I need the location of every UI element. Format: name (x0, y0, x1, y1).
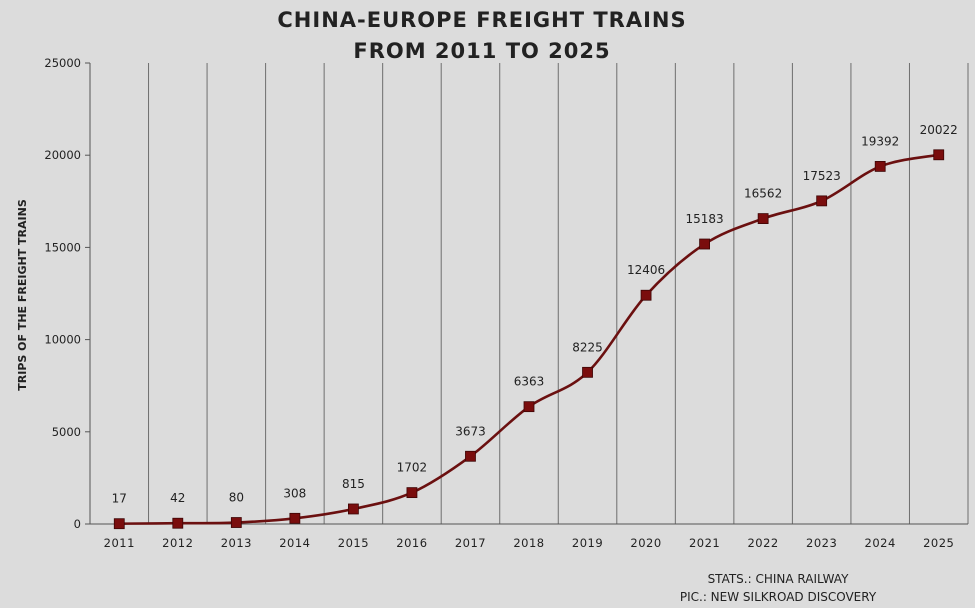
data-point (113, 518, 125, 530)
data-point (699, 238, 710, 250)
y-tick-label: 15000 (44, 240, 81, 254)
x-tick-labels: 2011 2012 2013 2014 2015 2016 2017 2018 2019 2020… (104, 536, 954, 550)
data-point (406, 487, 418, 499)
data-label: 12406 (627, 263, 665, 277)
grid (89, 63, 969, 524)
series-line (119, 153, 939, 525)
y-tick-label: 5000 (52, 425, 81, 439)
data-label: 20022 (920, 123, 958, 137)
x-tick-label: 2015 (338, 536, 369, 550)
x-tick-label: 2018 (513, 536, 544, 550)
credits: STATS.: CHINA RAILWAY PIC.: NEW SILKROAD… (680, 572, 877, 604)
x-tick-label: 2011 (104, 536, 135, 550)
data-point (874, 161, 886, 172)
data-point (640, 289, 652, 301)
data-label: 15183 (686, 212, 724, 226)
data-label: 16562 (744, 187, 782, 201)
y-tick-label: 20000 (44, 148, 81, 162)
x-tick-label: 2016 (396, 536, 427, 550)
data-label: 8225 (572, 340, 603, 354)
x-tick-label: 2024 (865, 536, 896, 550)
data-point (816, 195, 828, 207)
chart-title: CHINA-EUROPE FREIGHT TRAINS FROM 2011 TO… (277, 8, 686, 63)
data-labels: 17 42 80 308 815 1702 3673 6363 8225 12406 15183 16… (112, 123, 958, 506)
y-tick-label: 25000 (44, 56, 81, 70)
data-point (582, 366, 593, 378)
y-tick-label: 10000 (44, 333, 81, 347)
data-point (757, 213, 769, 224)
x-tick-label: 2014 (279, 536, 310, 550)
series (119, 153, 939, 525)
data-label: 3673 (455, 424, 486, 438)
x-tick-label: 2012 (162, 536, 193, 550)
x-tick-label: 2017 (455, 536, 486, 550)
x-tick-label: 2023 (806, 536, 837, 550)
axes (85, 62, 968, 525)
x-tick-label: 2013 (221, 536, 252, 550)
data-point (933, 149, 945, 161)
credit-pic: PIC.: NEW SILKROAD DISCOVERY (680, 590, 877, 604)
data-label: 19392 (861, 134, 899, 148)
data-point (172, 517, 184, 529)
data-point (347, 503, 359, 515)
data-label: 1702 (397, 461, 428, 475)
data-point (230, 517, 242, 528)
chart-title-line-2: FROM 2011 TO 2025 (353, 39, 610, 63)
data-label: 308 (283, 486, 306, 500)
data-label: 42 (170, 491, 185, 505)
data-point (465, 450, 476, 462)
credit-stats: STATS.: CHINA RAILWAY (708, 572, 850, 586)
x-tick-label: 2025 (923, 536, 954, 550)
x-tick-label: 2019 (572, 536, 603, 550)
data-label: 17523 (803, 169, 841, 183)
data-label: 815 (342, 477, 365, 491)
y-axis-label: TRIPS OF THE FREIGHT TRAINS (16, 199, 29, 391)
data-point (523, 401, 535, 413)
y-tick-label: 0 (74, 517, 81, 531)
y-tick-labels: 0 5000 10000 15000 20000 25000 (44, 56, 81, 531)
x-tick-label: 2022 (747, 536, 778, 550)
data-label: 17 (112, 492, 127, 506)
x-tick-label: 2021 (689, 536, 720, 550)
chart-title-line-1: CHINA-EUROPE FREIGHT TRAINS (277, 8, 686, 32)
data-label: 80 (229, 491, 244, 505)
data-point (289, 512, 301, 524)
markers (113, 149, 945, 530)
data-label: 6363 (514, 375, 545, 389)
x-tick-label: 2020 (630, 536, 661, 550)
